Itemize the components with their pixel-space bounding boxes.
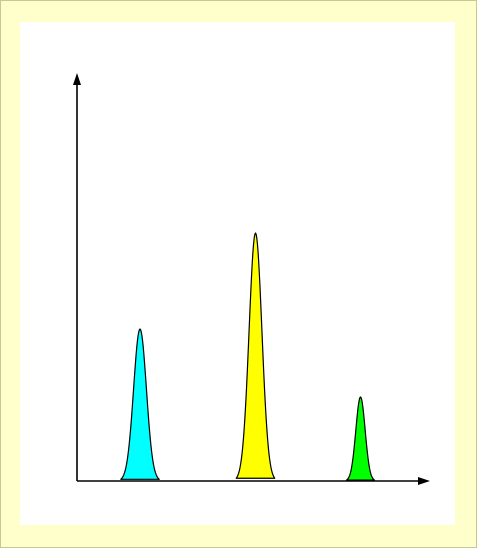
cyan-peak xyxy=(120,328,160,480)
yellow-peak xyxy=(235,232,276,479)
peaks-layer xyxy=(120,232,376,481)
x-axis-arrowhead xyxy=(418,477,430,485)
y-axis-arrowhead xyxy=(73,73,81,85)
green-peak xyxy=(345,396,376,481)
diagram-panel xyxy=(20,22,455,525)
